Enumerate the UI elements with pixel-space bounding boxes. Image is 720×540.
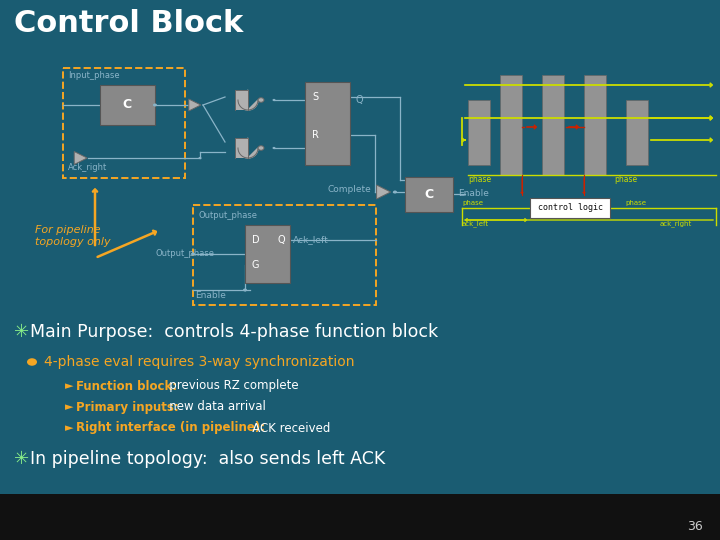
Text: ✳: ✳: [14, 323, 29, 341]
FancyBboxPatch shape: [235, 90, 248, 110]
FancyBboxPatch shape: [530, 198, 610, 218]
Text: Control Block: Control Block: [14, 10, 243, 38]
Text: D: D: [252, 235, 260, 245]
Text: Function block:: Function block:: [76, 380, 177, 393]
Text: Ack_right: Ack_right: [68, 164, 107, 172]
Text: C: C: [122, 98, 132, 111]
FancyBboxPatch shape: [405, 177, 453, 212]
Text: Complete: Complete: [328, 186, 372, 194]
Text: new data arrival: new data arrival: [158, 401, 266, 414]
Text: phase: phase: [462, 200, 483, 206]
Circle shape: [191, 253, 195, 255]
Text: Enable: Enable: [458, 190, 489, 199]
Text: 36: 36: [688, 521, 703, 534]
Polygon shape: [189, 99, 201, 111]
Text: In pipeline topology:  also sends left ACK: In pipeline topology: also sends left AC…: [30, 450, 385, 468]
Circle shape: [258, 146, 264, 150]
Text: ack_left: ack_left: [462, 221, 489, 227]
Circle shape: [153, 104, 157, 106]
Text: phase: phase: [614, 174, 637, 184]
Text: C: C: [424, 187, 433, 200]
Text: Output_phase: Output_phase: [198, 211, 257, 219]
Text: S: S: [312, 92, 318, 102]
Text: Output_phase: Output_phase: [155, 249, 214, 259]
Text: phase: phase: [468, 174, 491, 184]
Polygon shape: [74, 152, 87, 165]
Text: ack_right: ack_right: [660, 221, 692, 227]
Text: control logic: control logic: [538, 204, 603, 213]
Text: G: G: [252, 260, 259, 270]
FancyBboxPatch shape: [235, 138, 248, 158]
Polygon shape: [238, 90, 258, 110]
Text: 4-phase eval requires 3-way synchronization: 4-phase eval requires 3-way synchronizat…: [44, 355, 354, 369]
Text: phase: phase: [625, 200, 646, 206]
FancyBboxPatch shape: [468, 100, 490, 165]
Text: Primary inputs:: Primary inputs:: [76, 401, 179, 414]
Text: For pipeline
topology only: For pipeline topology only: [35, 225, 111, 247]
FancyBboxPatch shape: [542, 75, 564, 175]
Text: ►: ►: [65, 402, 73, 412]
Text: Main Purpose:  controls 4-phase function block: Main Purpose: controls 4-phase function …: [30, 323, 438, 341]
FancyBboxPatch shape: [500, 75, 522, 175]
FancyBboxPatch shape: [100, 85, 155, 125]
Circle shape: [272, 99, 276, 101]
Polygon shape: [377, 185, 390, 199]
Text: Q: Q: [278, 235, 286, 245]
Text: Ack_left: Ack_left: [293, 235, 329, 245]
Text: Q: Q: [355, 95, 363, 105]
FancyBboxPatch shape: [0, 494, 720, 540]
Circle shape: [272, 147, 276, 149]
Polygon shape: [238, 138, 258, 158]
Text: Input_phase: Input_phase: [68, 71, 120, 80]
Text: Enable: Enable: [195, 291, 226, 300]
Circle shape: [243, 288, 247, 292]
Text: ✳: ✳: [14, 450, 29, 468]
Text: previous RZ complete: previous RZ complete: [158, 380, 299, 393]
Circle shape: [258, 98, 264, 102]
FancyBboxPatch shape: [584, 75, 606, 175]
Circle shape: [199, 157, 202, 159]
Circle shape: [393, 191, 397, 193]
Text: ►: ►: [65, 381, 73, 391]
FancyBboxPatch shape: [626, 100, 648, 165]
Text: R: R: [312, 130, 319, 140]
FancyBboxPatch shape: [305, 82, 350, 165]
Text: ACK received: ACK received: [241, 422, 330, 435]
Circle shape: [27, 358, 37, 366]
Text: Right interface (in pipeline):: Right interface (in pipeline):: [76, 422, 265, 435]
Text: ►: ►: [65, 423, 73, 433]
FancyBboxPatch shape: [245, 225, 290, 283]
